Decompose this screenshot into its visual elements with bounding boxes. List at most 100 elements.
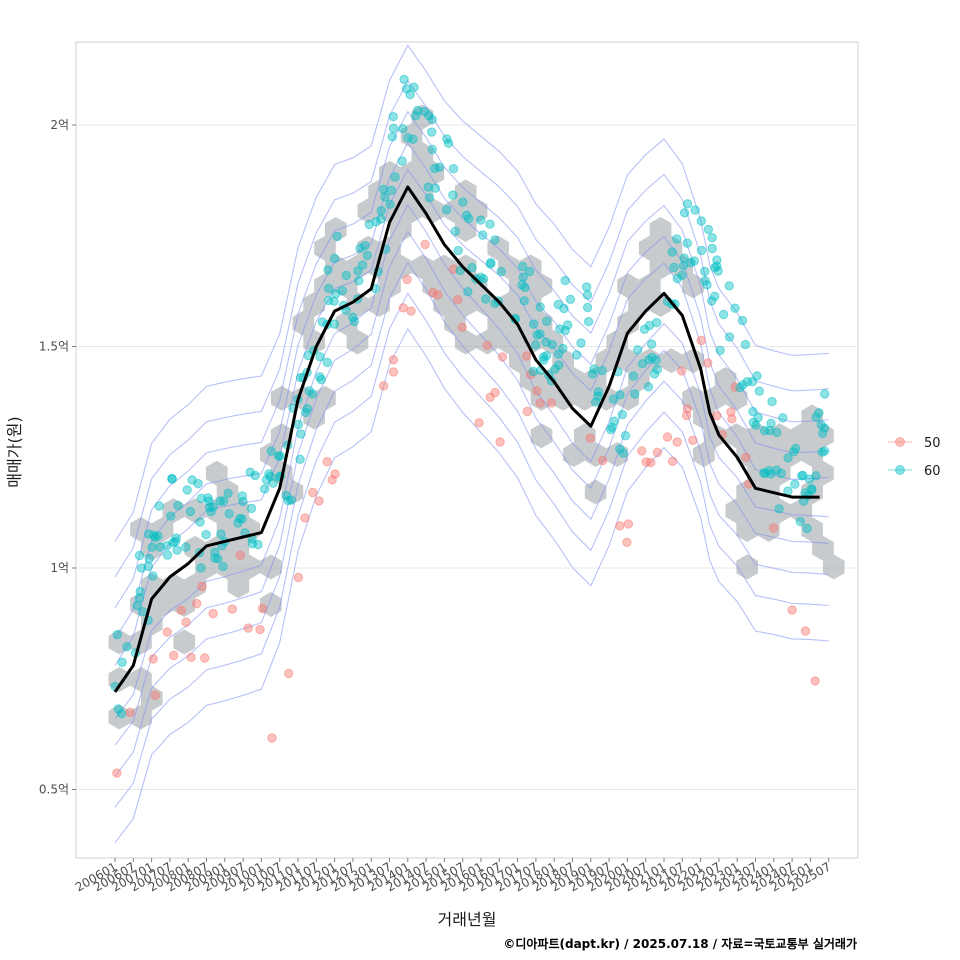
x-axis: 2006012006072007012007072008012008072009… [73, 858, 833, 895]
data-point [286, 495, 296, 505]
data-point [371, 217, 381, 227]
data-point [582, 290, 593, 300]
hex-bin [151, 517, 174, 542]
data-point [486, 257, 496, 268]
data-point [448, 190, 458, 200]
data-point [464, 214, 474, 224]
hex-bin [108, 629, 131, 655]
data-point [609, 416, 619, 426]
legend: 50 60 [888, 436, 941, 479]
data-point [496, 266, 506, 277]
data-point [441, 205, 452, 215]
data-point [195, 517, 205, 527]
y-tick-label: 2억 [50, 118, 69, 132]
data-point [495, 437, 505, 447]
data-point [349, 316, 360, 327]
data-point [147, 542, 157, 552]
points-layer [110, 74, 830, 778]
data-point [360, 240, 370, 251]
data-point [790, 479, 800, 489]
data-point [268, 478, 278, 488]
hexbin-layer [108, 104, 845, 730]
data-point [397, 156, 407, 166]
hex-bin [822, 554, 845, 580]
hex-bin [682, 348, 704, 374]
data-point [783, 453, 793, 463]
hex-bin [227, 573, 250, 599]
data-point [589, 364, 599, 374]
data-point [679, 208, 690, 218]
data-point [702, 280, 712, 290]
data-point [615, 390, 625, 400]
hex-bin [173, 629, 196, 655]
data-point [535, 398, 545, 408]
data-point [302, 404, 313, 414]
data-point [759, 425, 770, 436]
data-point [329, 296, 339, 306]
hex-bin [411, 104, 434, 130]
data-point [651, 318, 662, 328]
data-point [213, 554, 223, 564]
data-point [490, 235, 500, 245]
data-point [672, 437, 682, 447]
trend-line [113, 185, 820, 693]
data-point [730, 303, 740, 313]
data-point [227, 604, 238, 614]
hex-bin [108, 667, 131, 692]
data-point [424, 193, 435, 203]
data-point [162, 627, 173, 637]
data-point [572, 350, 582, 360]
data-point [598, 455, 608, 466]
data-point [700, 266, 710, 277]
data-point [811, 471, 821, 481]
data-point [768, 523, 779, 533]
data-point [250, 470, 260, 481]
data-point [772, 427, 782, 438]
data-point [463, 287, 473, 297]
hex-bin [617, 348, 639, 374]
data-point [144, 553, 154, 564]
data-point [778, 413, 788, 423]
hex-bin [162, 498, 185, 524]
hex-bin [303, 292, 325, 317]
data-point [647, 352, 657, 363]
hex-bin [400, 160, 423, 186]
data-point [402, 274, 412, 285]
data-point [520, 282, 530, 293]
data-point [388, 123, 399, 134]
data-point [386, 185, 397, 196]
data-point [576, 338, 586, 348]
data-point [255, 624, 265, 635]
hex-bin [346, 329, 369, 355]
hex-bin [509, 310, 531, 336]
data-point [672, 273, 683, 284]
data-point [330, 469, 340, 479]
data-point [253, 539, 263, 550]
panel-background [75, 41, 859, 859]
legend-label: 50 [924, 436, 941, 451]
hex-bin [303, 329, 325, 355]
hex-bin [216, 517, 239, 542]
hex-bin [563, 367, 585, 392]
hex-bin [498, 292, 520, 317]
data-point [224, 509, 234, 519]
legend-point [895, 465, 905, 475]
hex-bin [595, 348, 618, 374]
data-point [172, 545, 182, 555]
data-point [266, 446, 276, 456]
data-point [218, 561, 228, 572]
data-point [182, 485, 192, 495]
data-point [707, 243, 717, 254]
data-point [275, 451, 285, 461]
data-point [707, 233, 717, 243]
hex-bin [703, 423, 726, 449]
data-point [791, 443, 801, 453]
data-point [329, 253, 340, 264]
data-point [246, 503, 257, 514]
data-point [565, 294, 576, 304]
hex-bin [184, 535, 206, 561]
density-contour [114, 261, 829, 777]
data-point [423, 182, 433, 192]
data-point [235, 550, 246, 560]
